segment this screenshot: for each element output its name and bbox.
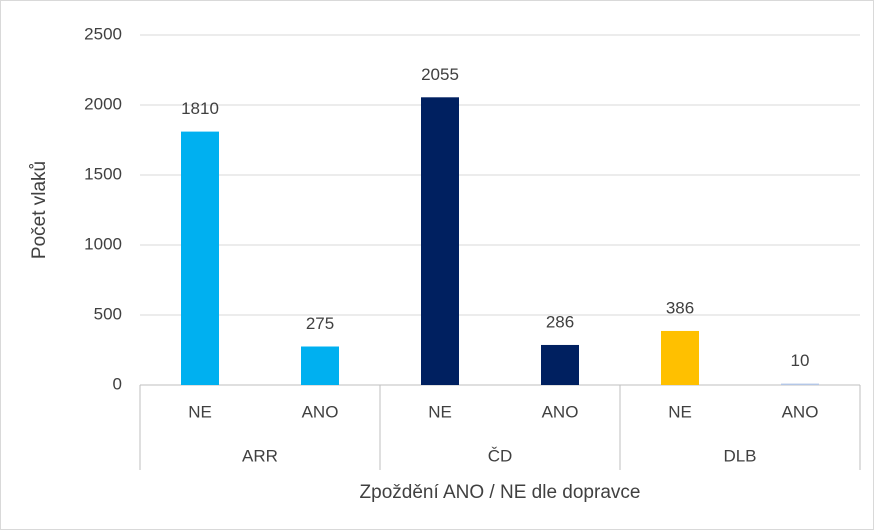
x-tick-label: ANO <box>542 402 579 421</box>
bar <box>421 97 459 386</box>
x-tick-label: NE <box>428 402 452 421</box>
group-label: ARR <box>242 446 278 465</box>
data-label: 386 <box>666 298 694 317</box>
x-axis-title: Zpoždění ANO / NE dle dopravce <box>360 482 641 503</box>
x-tick-label: NE <box>668 402 692 421</box>
bar <box>541 344 579 385</box>
data-label: 275 <box>306 314 334 333</box>
y-tick-label: 500 <box>94 304 122 323</box>
bar <box>781 383 819 385</box>
x-tick-label: ANO <box>782 402 819 421</box>
data-label: 10 <box>791 351 810 370</box>
x-tick-label: ANO <box>302 402 339 421</box>
x-tick-label: NE <box>188 402 212 421</box>
bar <box>181 131 219 385</box>
data-label: 2055 <box>421 65 459 84</box>
y-tick-label: 2000 <box>84 94 122 113</box>
y-tick-label: 2500 <box>84 24 122 43</box>
bar <box>301 346 339 385</box>
data-label: 1810 <box>181 99 219 118</box>
y-tick-label: 1000 <box>84 234 122 253</box>
y-tick-label: 1500 <box>84 164 122 183</box>
group-label: ČD <box>488 446 513 465</box>
data-label: 286 <box>546 312 574 331</box>
bar <box>661 330 699 385</box>
y-axis-title: Počet vlaků <box>29 161 50 259</box>
group-label: DLB <box>723 446 756 465</box>
y-tick-label: 0 <box>113 374 122 393</box>
